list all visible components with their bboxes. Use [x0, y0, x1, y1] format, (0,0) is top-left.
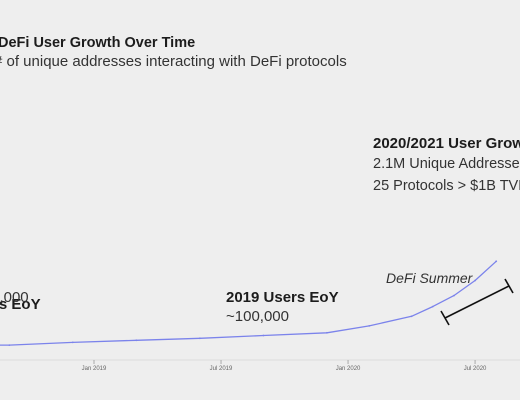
annotation-defi-summer: DeFi Summer: [386, 270, 473, 286]
chart-title: DeFi User Growth Over Time: [0, 35, 196, 51]
series-point: [199, 337, 201, 340]
series-point: [474, 279, 476, 282]
x-tick-label-jul-2020: Jul 2020: [464, 366, 487, 372]
series-point: [431, 305, 434, 308]
annotation-growth-protocols: 25 Protocols > $1B TVL: [373, 178, 520, 194]
annotation-2018-value: ~50,000: [0, 289, 29, 306]
annotation-2019-heading: 2019 Users EoY: [226, 289, 339, 306]
series-point: [262, 334, 265, 337]
defi-summer-bracket-end: [504, 278, 514, 294]
series-points: [8, 260, 498, 346]
annotation-2018-heading: 2018 Users EoY: [0, 296, 41, 313]
series-point: [8, 344, 11, 346]
annotation-2019-value: ~100,000: [226, 308, 289, 325]
chart-subtitle: # of unique addresses interacting with D…: [0, 53, 347, 70]
defi-summer-bracket: [440, 278, 514, 326]
series-point: [410, 315, 413, 318]
series-point: [326, 331, 328, 334]
defi-summer-bracket-start: [440, 310, 450, 326]
series-point: [453, 294, 455, 297]
annotation-growth-heading: 2020/2021 User Growth: [373, 135, 520, 152]
x-tick-label-jan-2019: Jan 2019: [82, 366, 107, 372]
x-tick-label-jul-2019: Jul 2019: [210, 366, 233, 372]
series-point: [368, 325, 371, 327]
series-point: [495, 260, 498, 263]
series-point: [135, 339, 138, 342]
series-point: [71, 341, 74, 344]
annotation-growth-addresses: 2.1M Unique Addresses: [373, 156, 520, 172]
x-tick-label-jan-2020: Jan 2020: [336, 366, 361, 372]
series-line-users: [0, 260, 497, 346]
defi-summer-bracket-line: [444, 285, 510, 319]
